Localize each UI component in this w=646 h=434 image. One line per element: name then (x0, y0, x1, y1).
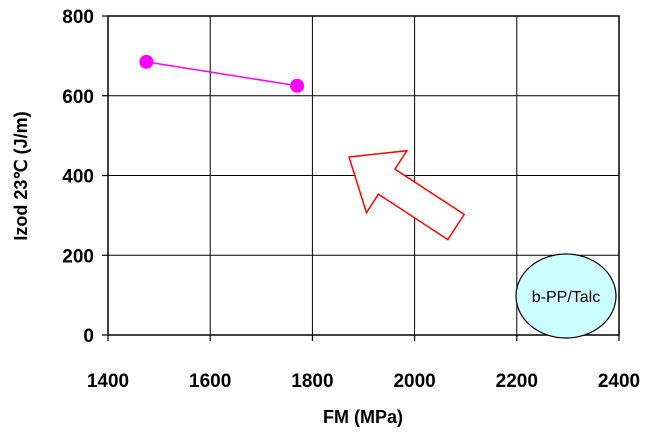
data-point (290, 78, 305, 93)
x-tick-label: 2400 (598, 371, 640, 392)
x-tick-label: 2000 (393, 371, 435, 392)
series-line (146, 61, 298, 87)
y-tick-label: 600 (62, 87, 94, 108)
material-label-ellipse (515, 253, 617, 339)
y-tick-label: 800 (62, 7, 94, 28)
y-tick-label: 200 (62, 246, 94, 267)
trend-arrow (348, 149, 466, 241)
y-axis-title: Izod 23℃ (J/m) (11, 111, 31, 240)
series-layer (139, 54, 305, 93)
x-tick-label: 2200 (496, 371, 538, 392)
x-tick-labels: 1400 1600 1800 2000 2200 2400 (87, 371, 640, 392)
y-tick-labels: 0 200 400 600 800 (62, 7, 94, 347)
ticks (102, 15, 620, 341)
x-tick-label: 1800 (291, 371, 333, 392)
material-label: b-PP/Talc (532, 289, 600, 306)
data-point (139, 54, 154, 69)
y-tick-label: 400 (62, 167, 94, 188)
x-tick-label: 1600 (189, 371, 231, 392)
x-axis-title: FM (MPa) (323, 407, 403, 427)
x-tick-label: 1400 (87, 371, 129, 392)
y-tick-label: 0 (83, 326, 94, 347)
